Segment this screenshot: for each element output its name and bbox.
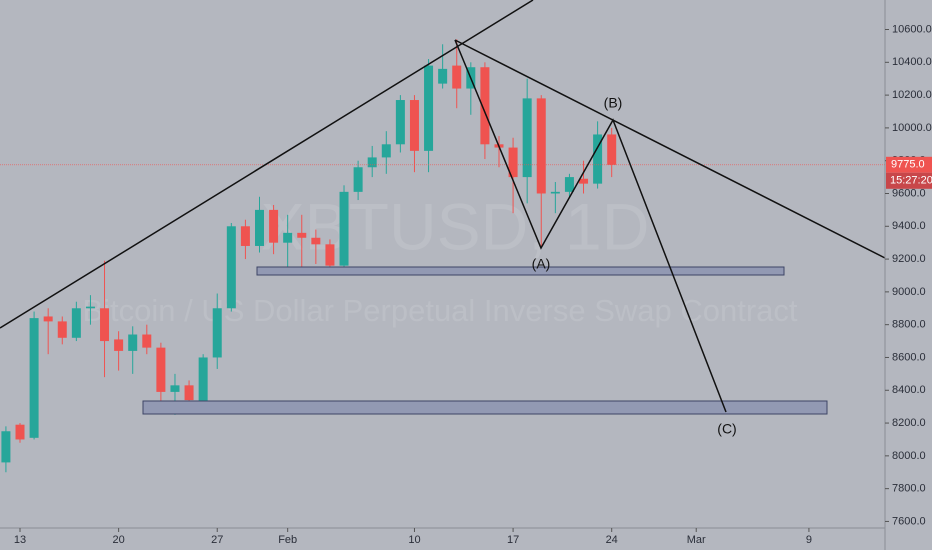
candle-body — [269, 209, 279, 243]
x-tick-label: Mar — [687, 534, 706, 546]
watermark-symbol: XBTUSD, 1D — [261, 189, 650, 263]
candle-body — [170, 385, 180, 392]
candle-body — [564, 177, 574, 192]
y-tick-label: 8000.0 — [892, 450, 926, 462]
candle-body — [114, 339, 124, 351]
last-price-label: 9775.0 — [891, 159, 925, 171]
candle-body — [283, 232, 293, 243]
y-tick-label: 7800.0 — [892, 483, 926, 495]
x-tick-label: 17 — [507, 534, 519, 546]
candle-body — [550, 191, 560, 194]
x-tick-label: 27 — [211, 534, 223, 546]
y-tick-label: 9000.0 — [892, 286, 926, 298]
y-tick-label: 10200.0 — [892, 89, 932, 101]
candle-body — [128, 334, 138, 351]
candle-body — [100, 308, 110, 342]
y-tick-label: 10000.0 — [892, 122, 932, 134]
candle-body — [353, 167, 363, 192]
candle-body — [452, 65, 462, 89]
wave-line — [454, 39, 727, 413]
wave-label: (B) — [604, 95, 623, 111]
candle-body — [85, 306, 95, 309]
candle-body — [198, 357, 208, 402]
candle-body — [593, 134, 603, 184]
candle-body — [311, 237, 321, 245]
y-tick-label: 8800.0 — [892, 319, 926, 331]
candle-body — [1, 431, 11, 463]
y-tick-label: 9400.0 — [892, 220, 926, 232]
watermark-name: Bitcoin / US Dollar Perpetual Inverse Sw… — [82, 293, 797, 328]
candle-body — [226, 226, 236, 309]
candle-body — [43, 316, 53, 322]
candle-body — [579, 178, 589, 184]
y-tick-label: 8400.0 — [892, 384, 926, 396]
candle-body — [367, 157, 377, 168]
candle-body — [212, 308, 222, 358]
candle-body — [325, 244, 335, 266]
candle-body — [536, 98, 546, 194]
x-tick-label: 9 — [806, 534, 812, 546]
countdown-label: 15:27:20 — [890, 175, 932, 187]
candle-body — [71, 308, 81, 338]
y-tick-label: 7600.0 — [892, 515, 926, 527]
trend-line — [0, 0, 534, 329]
candle-body — [508, 147, 518, 178]
zone-box — [256, 266, 785, 276]
wave-label: (C) — [717, 421, 736, 437]
y-tick-label: 8200.0 — [892, 417, 926, 429]
candle-body — [156, 347, 166, 392]
candle-body — [409, 100, 419, 151]
candle-body — [522, 98, 532, 178]
candle-body — [142, 334, 152, 348]
countdown-box — [886, 172, 932, 189]
candle-body — [15, 424, 25, 440]
candle-body — [297, 232, 307, 238]
y-tick-label: 9600.0 — [892, 187, 926, 199]
y-tick-label: 8600.0 — [892, 351, 926, 363]
candle-body — [240, 226, 250, 246]
candle-body — [438, 68, 448, 84]
zone-box — [142, 400, 828, 415]
x-tick-label: 24 — [606, 534, 618, 546]
x-tick-label: 20 — [112, 534, 124, 546]
y-tick-label: 10600.0 — [892, 23, 932, 35]
candle-body — [480, 67, 490, 145]
candle-body — [607, 134, 617, 165]
candle-body — [184, 385, 194, 401]
y-tick-label: 9200.0 — [892, 253, 926, 265]
candle-body — [395, 100, 405, 145]
trend-line — [454, 39, 886, 259]
candle-body — [29, 318, 39, 438]
candle-body — [424, 65, 434, 151]
last-price-box — [886, 156, 932, 173]
candle-body — [381, 144, 391, 158]
candle-body — [254, 209, 264, 246]
candle-body — [339, 191, 349, 266]
x-tick-label: Feb — [278, 534, 297, 546]
x-tick-label: 10 — [408, 534, 420, 546]
x-tick-label: 13 — [14, 534, 26, 546]
wave-label: (A) — [532, 256, 551, 272]
y-tick-label: 10400.0 — [892, 56, 932, 68]
candle-body — [57, 321, 67, 338]
